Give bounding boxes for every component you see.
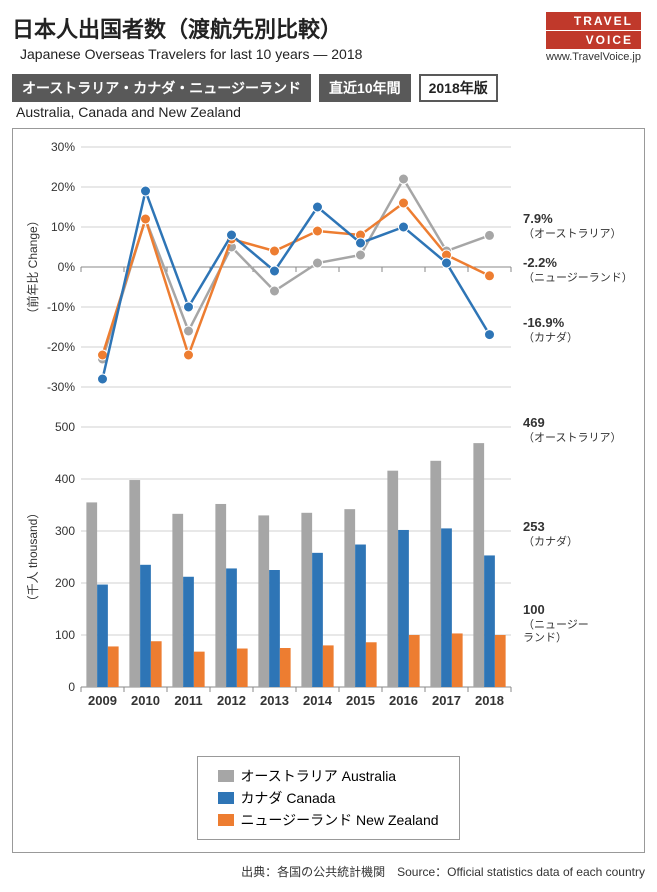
svg-text:2010: 2010 [131, 693, 160, 708]
svg-text:2011: 2011 [174, 693, 202, 708]
svg-text:0: 0 [68, 680, 75, 694]
svg-text:300: 300 [55, 524, 75, 538]
logo-top: TRAVEL [546, 12, 641, 30]
svg-text:0%: 0% [58, 260, 76, 274]
header: 日本人出国者数（渡航先別比較） Japanese Overseas Travel… [12, 12, 645, 62]
svg-text:100: 100 [55, 628, 75, 642]
svg-text:200: 200 [55, 576, 75, 590]
svg-text:30%: 30% [51, 140, 75, 154]
svg-text:2015: 2015 [346, 693, 375, 708]
legend-label: オーストラリア Australia [240, 766, 396, 786]
legend-item: オーストラリア Australia [218, 765, 438, 787]
logo: TRAVEL VOICE www.TravelVoice.jp [546, 12, 641, 63]
svg-text:-20%: -20% [47, 340, 75, 354]
subhead-countries: オーストラリア・カナダ・ニュージーランド [12, 74, 311, 102]
charts-svg: -30%-20%-10%0%10%20%30%（前年比 Change）7.9%（… [21, 137, 636, 747]
svg-text:（ニュージー: （ニュージー [523, 618, 589, 631]
legend-swatch [218, 792, 234, 804]
svg-text:-16.9%: -16.9% [523, 315, 565, 330]
source-text: 出典：各国の公共統計機関 Source：Official statistics … [12, 863, 645, 880]
svg-text:2017: 2017 [432, 693, 461, 708]
chart-box: -30%-20%-10%0%10%20%30%（前年比 Change）7.9%（… [12, 128, 645, 853]
svg-text:2012: 2012 [217, 693, 246, 708]
svg-text:-2.2%: -2.2% [523, 255, 557, 270]
svg-text:400: 400 [55, 472, 75, 486]
legend-swatch [218, 770, 234, 782]
svg-text:（千人 thousand）: （千人 thousand） [26, 507, 40, 608]
svg-text:469: 469 [523, 415, 545, 430]
svg-text:20%: 20% [51, 180, 75, 194]
legend-box: オーストラリア Australiaカナダ Canadaニュージーランド New … [197, 756, 459, 840]
svg-text:（オーストラリア）: （オーストラリア） [523, 227, 621, 240]
logo-url: www.TravelVoice.jp [546, 51, 641, 63]
legend-label: ニュージーランド New Zealand [240, 810, 438, 830]
svg-text:（ニュージーランド）: （ニュージーランド） [523, 271, 633, 284]
svg-text:（カナダ）: （カナダ） [523, 534, 578, 548]
svg-text:500: 500 [55, 420, 75, 434]
logo-bottom: VOICE [546, 30, 641, 49]
svg-text:-10%: -10% [47, 300, 75, 314]
svg-text:（オーストラリア）: （オーストラリア） [523, 431, 621, 444]
svg-text:100: 100 [523, 602, 545, 617]
svg-text:-30%: -30% [47, 380, 75, 394]
svg-text:2009: 2009 [88, 693, 117, 708]
svg-text:（前年比 Change）: （前年比 Change） [25, 214, 40, 319]
subhead-period: 直近10年間 [319, 74, 411, 102]
svg-text:ランド）: ランド） [523, 631, 567, 644]
svg-text:10%: 10% [51, 220, 75, 234]
subhead-en: Australia, Canada and New Zealand [16, 104, 645, 120]
svg-text:2016: 2016 [389, 693, 418, 708]
svg-text:（カナダ）: （カナダ） [523, 330, 578, 344]
svg-text:253: 253 [523, 519, 545, 534]
svg-text:2013: 2013 [260, 693, 289, 708]
svg-text:7.9%: 7.9% [523, 211, 553, 226]
legend-swatch [218, 814, 234, 826]
svg-text:2014: 2014 [303, 693, 333, 708]
legend-label: カナダ Canada [240, 788, 335, 808]
subhead-edition: 2018年版 [419, 74, 498, 102]
subheader-row: オーストラリア・カナダ・ニュージーランド 直近10年間 2018年版 [12, 74, 645, 102]
legend-item: カナダ Canada [218, 787, 438, 809]
svg-text:2018: 2018 [475, 693, 504, 708]
legend-item: ニュージーランド New Zealand [218, 809, 438, 831]
